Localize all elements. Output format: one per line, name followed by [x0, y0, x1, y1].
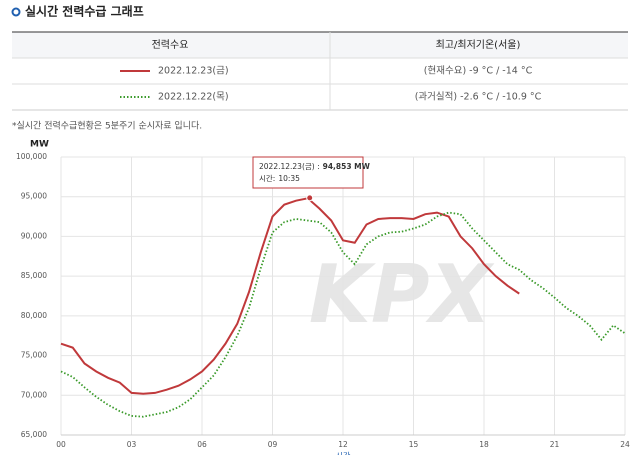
y-tick-label: 80,000	[21, 311, 47, 320]
column-header: 최고/최저기온(서울)	[436, 39, 521, 51]
x-tick-label: 06	[197, 440, 207, 449]
tooltip-line: 시간: 10:35	[259, 173, 300, 183]
y-unit: MW	[30, 140, 49, 150]
table-header	[12, 32, 628, 58]
tooltip-date: 2022.12.23(금) :	[259, 162, 320, 171]
x-tick-label: 03	[127, 440, 137, 449]
x-tick-label: 00	[56, 440, 66, 449]
x-tick-label: 09	[268, 440, 278, 449]
temperature: (과거실적) -2.6 °C / -10.9 °C	[415, 91, 542, 103]
title-bullet	[11, 7, 21, 17]
series-line	[60, 197, 520, 395]
y-tick-label: 85,000	[21, 271, 47, 280]
tooltip-marker	[306, 194, 314, 202]
legend-label: 2022.12.23(금)	[158, 66, 229, 77]
note: *실시간 전력수급현황은 5분주기 순시자료 입니다.	[12, 120, 202, 132]
x-tick-label: 21	[550, 440, 560, 449]
temperature: (현재수요) -9 °C / -14 °C	[424, 66, 533, 77]
column-header: 전력수요	[152, 39, 189, 51]
tooltip-time-label: 시간:	[259, 173, 275, 183]
legend-label: 2022.12.22(목)	[158, 92, 229, 103]
x-tick-label: 24	[620, 440, 630, 449]
y-tick-label: 70,000	[21, 390, 47, 399]
tooltip-value: 94,853 MW	[323, 162, 371, 171]
y-tick-label: 95,000	[21, 192, 47, 201]
x-axis-label: 시간	[336, 451, 351, 456]
tooltip-line: 2022.12.23(금) :94,853 MW	[259, 162, 371, 171]
y-tick-label: 65,000	[21, 430, 47, 439]
x-tick-label: 18	[479, 440, 489, 449]
y-tick-label: 75,000	[21, 351, 47, 360]
page-title: 실시간 전력수급 그래프	[25, 4, 144, 19]
y-tick-label: 90,000	[21, 231, 47, 240]
temperature-table: 전력수요 최고/최저기온(서울) 2022.12.23(금) (현재수요) -9…	[12, 31, 628, 111]
x-tick-label: 12	[338, 440, 348, 449]
tooltip-box	[252, 156, 364, 189]
watermark: KPX	[309, 248, 495, 341]
y-tick-label: 100,000	[16, 152, 47, 161]
tooltip-time: 10:35	[278, 174, 300, 183]
x-tick-label: 15	[409, 440, 419, 449]
